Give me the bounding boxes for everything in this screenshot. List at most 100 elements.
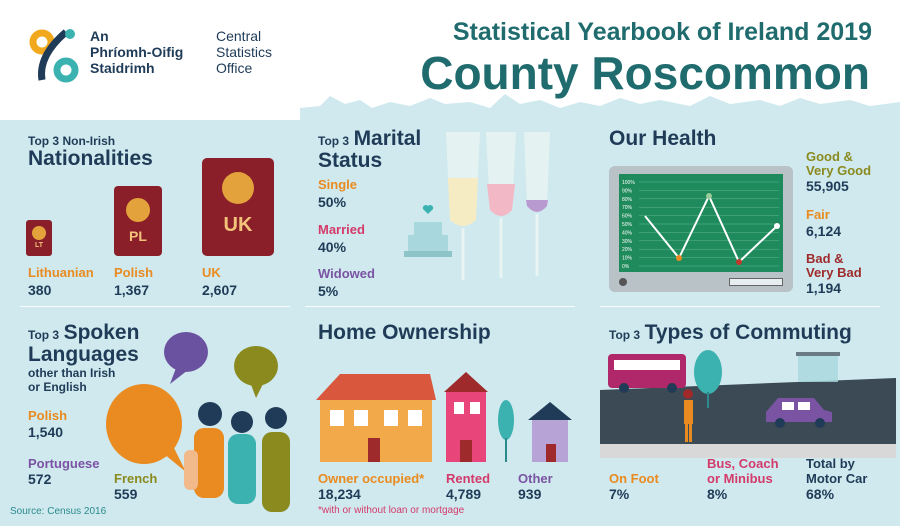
marital-value-widowed: 5%: [318, 283, 339, 299]
monitor-tick-label: 70%: [622, 205, 633, 211]
languages-big2: Languages: [28, 343, 139, 366]
speech-bubble-icon: [106, 384, 186, 472]
marital-small: Top 3: [318, 134, 350, 148]
nationalities-big: Nationalities: [28, 147, 153, 170]
monitor-screen: 100% 90% 80% 70% 60% 50% 40% 30% 20% 10% 0%: [619, 174, 783, 272]
health-value-bad: 1,194: [806, 280, 842, 296]
monitor-tick-label: 40%: [622, 230, 633, 236]
champagne-glasses-illustration: [404, 132, 550, 280]
bus-icon: [608, 354, 686, 393]
health-label-bad-2: Very Bad: [806, 265, 862, 280]
commuting-value-bus: 8%: [707, 486, 728, 502]
nationality-value-polish: 1,367: [114, 282, 150, 298]
divider-left: [20, 306, 290, 307]
header-band: [0, 0, 900, 120]
health-label-good-2: Very Good: [806, 163, 872, 178]
org-irish-line2: Phríomh-Oifig: [90, 44, 184, 60]
person-icon: [228, 411, 256, 504]
monitor-tick-label: 60%: [622, 214, 633, 220]
monitor-tick-label: 0%: [622, 264, 630, 270]
ownership-heading: Home Ownership: [318, 321, 491, 344]
health-value-good: 55,905: [806, 178, 849, 194]
speech-people-illustration: [106, 332, 290, 512]
passport-badge: UK: [223, 214, 253, 236]
bus-shelter-icon: [796, 352, 840, 382]
language-value-polish: 1,540: [28, 424, 64, 440]
nationalities-heading: Top 3 Non-Irish Nationalities: [28, 134, 153, 170]
language-value-french: 559: [114, 486, 138, 502]
passport-uk: UK: [202, 158, 274, 256]
org-en-line2: Statistics: [216, 44, 273, 60]
commuting-label-foot: On Foot: [609, 471, 659, 486]
crest-icon: [32, 226, 46, 240]
monitor-tick-label: 50%: [622, 222, 633, 228]
nationalities-small: Top 3 Non-Irish: [28, 134, 116, 148]
health-line: [644, 193, 778, 264]
pedestrian-icon: [683, 389, 693, 442]
marital-label-widowed: Widowed: [318, 266, 375, 281]
monitor-tick-label: 80%: [622, 197, 633, 203]
yearbook-title: Statistical Yearbook of Ireland 2019: [452, 18, 872, 46]
ownership-label-rented: Rented: [446, 471, 491, 486]
commuting-value-foot: 7%: [609, 486, 630, 502]
health-point-good: [706, 193, 712, 199]
royal-crest-icon: [222, 172, 254, 204]
divider-right: [600, 306, 880, 307]
ownership-value-owner: 18,234: [318, 486, 361, 502]
cso-logo: [28, 26, 80, 91]
language-label-polish: Polish: [28, 408, 68, 423]
ownership-label-owner: Owner occupied*: [318, 471, 425, 486]
commuting-label-car-1: Total by: [806, 456, 855, 471]
speech-bubble-icon: [234, 346, 278, 398]
house-owner-icon: [316, 374, 436, 462]
language-label-portuguese: Portuguese: [28, 456, 100, 471]
languages-sub1: other than Irish: [28, 366, 116, 380]
eagle-icon: [126, 198, 150, 222]
monitor-tick-label: 30%: [622, 239, 633, 245]
org-en-line3: Office: [216, 60, 253, 76]
monitor-tick-label: 90%: [622, 188, 633, 194]
marital-label-single: Single: [318, 177, 358, 192]
commuting-small: Top 3: [609, 328, 641, 342]
commuting-big: Types of Commuting: [644, 321, 852, 344]
speech-bubble-icon: [164, 332, 208, 384]
monitor-y-ticks: 100% 90% 80% 70% 60% 50% 40% 30% 20% 10% 0%: [622, 180, 635, 270]
nationality-value-uk: 2,607: [202, 282, 238, 298]
health-point-bad: [736, 259, 742, 265]
nationality-value-lithuanian: 380: [28, 282, 52, 298]
languages-sub2: or English: [28, 380, 87, 394]
skyline-silhouette: [0, 94, 900, 128]
passport-polish: PL: [114, 186, 162, 256]
tree-icon: [498, 400, 514, 462]
health-point-end: [774, 223, 780, 229]
car-icon: [766, 398, 832, 428]
marital-value-single: 50%: [318, 194, 347, 210]
health-label-good-1: Good &: [806, 149, 853, 164]
language-value-portuguese: 572: [28, 471, 52, 487]
health-point-fair: [676, 255, 682, 261]
org-en-line1: Central: [216, 28, 262, 44]
commuting-label-car-2: Motor Car: [806, 471, 868, 486]
house-rented-icon: [444, 372, 488, 462]
tree-icon: [694, 350, 722, 408]
house-other-icon: [528, 402, 572, 462]
passport-lithuanian: LT: [26, 220, 52, 256]
person-icon: [184, 402, 224, 498]
languages-big1: Spoken: [63, 321, 140, 344]
houses-illustration: [316, 372, 572, 462]
county-title: County Roscommon: [420, 47, 870, 99]
source-note: Source: Census 2016: [10, 506, 107, 517]
ownership-label-other: Other: [518, 471, 553, 486]
commuting-label-bus-2: or Minibus: [707, 471, 773, 486]
nationality-label-polish: Polish: [114, 265, 154, 280]
health-label-fair: Fair: [806, 207, 830, 222]
ownership-value-rented: 4,789: [446, 486, 482, 502]
health-monitor: 100% 90% 80% 70% 60% 50% 40% 30% 20% 10% 0%: [609, 166, 793, 292]
person-icon: [262, 407, 290, 512]
power-button-icon: [619, 278, 627, 286]
commuting-heading: Top 3 Types of Commuting: [609, 322, 852, 344]
passport-badge: PL: [129, 228, 147, 244]
health-label-bad-1: Bad &: [806, 251, 844, 266]
passport-badge: LT: [34, 242, 44, 249]
languages-heading: Top 3 Spoken Languages other than Irish …: [28, 321, 140, 395]
